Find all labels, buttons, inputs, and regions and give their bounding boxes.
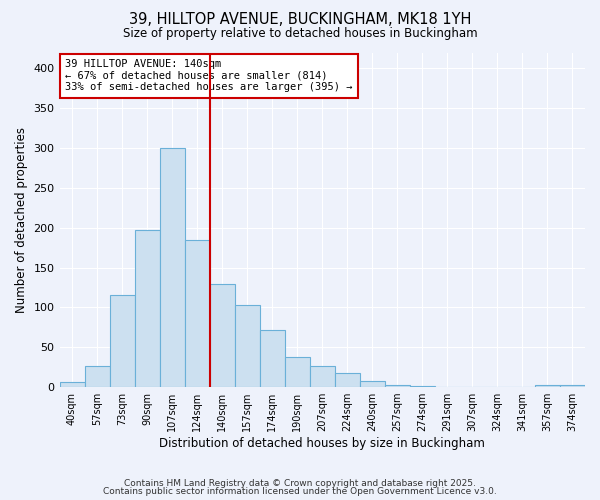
Text: Contains HM Land Registry data © Crown copyright and database right 2025.: Contains HM Land Registry data © Crown c… <box>124 478 476 488</box>
Bar <box>410 386 435 387</box>
Bar <box>110 294 134 387</box>
Bar <box>160 148 185 387</box>
Text: Contains public sector information licensed under the Open Government Licence v3: Contains public sector information licen… <box>103 487 497 496</box>
Bar <box>235 305 260 387</box>
Bar <box>59 382 85 387</box>
Bar <box>360 380 385 387</box>
Bar <box>310 366 335 387</box>
Bar <box>85 366 110 387</box>
Text: 39, HILLTOP AVENUE, BUCKINGHAM, MK18 1YH: 39, HILLTOP AVENUE, BUCKINGHAM, MK18 1YH <box>129 12 471 28</box>
Bar <box>385 384 410 387</box>
Bar <box>335 372 360 387</box>
Bar <box>134 230 160 387</box>
Text: Size of property relative to detached houses in Buckingham: Size of property relative to detached ho… <box>122 28 478 40</box>
Y-axis label: Number of detached properties: Number of detached properties <box>15 127 28 313</box>
Bar <box>285 357 310 387</box>
Bar <box>560 386 585 387</box>
Bar <box>209 284 235 387</box>
X-axis label: Distribution of detached houses by size in Buckingham: Distribution of detached houses by size … <box>160 437 485 450</box>
Bar <box>535 386 560 387</box>
Bar <box>260 330 285 387</box>
Text: 39 HILLTOP AVENUE: 140sqm
← 67% of detached houses are smaller (814)
33% of semi: 39 HILLTOP AVENUE: 140sqm ← 67% of detac… <box>65 59 352 92</box>
Bar <box>185 240 209 387</box>
